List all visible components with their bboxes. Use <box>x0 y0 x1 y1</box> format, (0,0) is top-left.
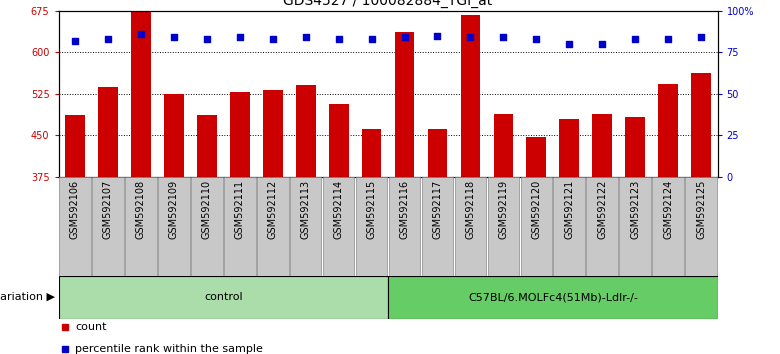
Bar <box>691 73 711 177</box>
Bar <box>652 177 684 276</box>
Bar <box>619 177 651 276</box>
Bar <box>65 115 85 177</box>
Bar <box>455 177 486 276</box>
Text: GSM592111: GSM592111 <box>235 180 245 239</box>
Bar <box>587 177 618 276</box>
Point <box>267 36 279 42</box>
Point <box>497 34 509 40</box>
Text: GSM592119: GSM592119 <box>498 180 509 239</box>
Bar <box>422 177 453 276</box>
Text: genotype/variation ▶: genotype/variation ▶ <box>0 292 55 302</box>
Bar <box>290 177 321 276</box>
Bar <box>164 95 184 177</box>
Bar <box>197 115 217 177</box>
Text: GSM592110: GSM592110 <box>202 180 212 239</box>
Text: GSM592106: GSM592106 <box>70 180 80 239</box>
Bar <box>592 114 612 177</box>
Text: GSM592116: GSM592116 <box>399 180 410 239</box>
Bar <box>686 177 717 276</box>
Point <box>629 36 641 42</box>
Bar <box>395 32 414 177</box>
Bar <box>362 129 381 177</box>
Text: GSM592114: GSM592114 <box>334 180 344 239</box>
Bar <box>323 177 354 276</box>
Bar <box>658 84 678 177</box>
Bar <box>58 276 388 319</box>
Text: GSM592115: GSM592115 <box>367 180 377 239</box>
Title: GDS4527 / 100082884_TGI_at: GDS4527 / 100082884_TGI_at <box>283 0 493 8</box>
Point <box>135 31 147 37</box>
Point <box>101 36 114 42</box>
Text: GSM592121: GSM592121 <box>564 180 574 239</box>
Point <box>300 34 312 40</box>
Text: GSM592122: GSM592122 <box>597 180 608 239</box>
Point <box>233 34 246 40</box>
Text: GSM592108: GSM592108 <box>136 180 146 239</box>
Text: C57BL/6.MOLFc4(51Mb)-Ldlr-/-: C57BL/6.MOLFc4(51Mb)-Ldlr-/- <box>468 292 638 302</box>
Text: GSM592117: GSM592117 <box>432 180 442 239</box>
Point <box>464 34 477 40</box>
Bar <box>520 177 552 276</box>
Text: GSM592124: GSM592124 <box>663 180 673 239</box>
Bar <box>257 177 289 276</box>
Point <box>662 36 675 42</box>
Bar <box>488 177 519 276</box>
Bar <box>296 85 316 177</box>
Bar <box>328 104 349 177</box>
Point <box>168 34 180 40</box>
Point <box>431 33 444 39</box>
Text: GSM592109: GSM592109 <box>168 180 179 239</box>
Point <box>200 36 213 42</box>
Point <box>399 34 411 40</box>
Bar <box>427 129 448 177</box>
Bar <box>125 177 157 276</box>
Text: percentile rank within the sample: percentile rank within the sample <box>75 344 263 354</box>
Bar <box>191 177 222 276</box>
Text: GSM592113: GSM592113 <box>300 180 310 239</box>
Point <box>530 36 543 42</box>
Bar <box>98 87 118 177</box>
Point <box>596 41 608 47</box>
Point <box>332 36 345 42</box>
Bar <box>224 177 256 276</box>
Bar <box>526 137 546 177</box>
Text: GSM592120: GSM592120 <box>531 180 541 239</box>
Text: count: count <box>75 322 107 332</box>
Bar <box>131 12 151 177</box>
Point <box>69 38 81 44</box>
Bar <box>460 15 480 177</box>
Bar <box>554 177 585 276</box>
Bar <box>158 177 190 276</box>
Point <box>365 36 378 42</box>
Point <box>563 41 576 47</box>
Bar <box>388 276 718 319</box>
Bar <box>388 177 420 276</box>
Point <box>695 34 707 40</box>
Bar <box>494 114 513 177</box>
Bar <box>263 91 282 177</box>
Text: GSM592107: GSM592107 <box>103 180 113 239</box>
Bar <box>559 119 580 177</box>
Bar <box>356 177 388 276</box>
Text: control: control <box>204 292 243 302</box>
Text: GSM592112: GSM592112 <box>268 180 278 239</box>
Bar <box>230 92 250 177</box>
Text: GSM592125: GSM592125 <box>696 180 706 239</box>
Bar <box>92 177 124 276</box>
Bar <box>626 117 645 177</box>
Text: GSM592118: GSM592118 <box>466 180 476 239</box>
Text: GSM592123: GSM592123 <box>630 180 640 239</box>
Bar <box>59 177 90 276</box>
